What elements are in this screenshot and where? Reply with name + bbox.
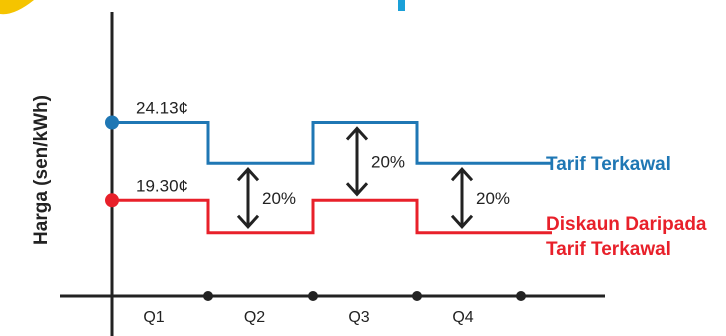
x-tick-dot [308, 291, 318, 301]
series-start-point [105, 115, 119, 130]
x-tick-label: Q1 [143, 309, 164, 326]
series-line [112, 121, 552, 165]
decorative-blue-shape [398, 0, 405, 11]
x-tick-label: Q4 [452, 309, 473, 326]
x-tick-label: Q2 [244, 309, 265, 326]
difference-arrow [236, 167, 260, 230]
series-line [112, 198, 552, 235]
x-tick-dot [516, 291, 526, 301]
legend-label: Tarif Terkawal [546, 154, 671, 175]
difference-label: 20% [262, 189, 296, 208]
y-axis-label: Harga (sen/kWh) [31, 95, 52, 245]
decorative-yellow-shape [0, 0, 34, 15]
difference-arrow [345, 126, 369, 197]
x-tick-dot [412, 291, 422, 301]
series-start-label: 24.13¢ [136, 99, 188, 118]
series-start-point [105, 193, 119, 208]
legend-label: Diskaun Daripada [546, 214, 707, 235]
x-tick-label: Q3 [348, 309, 369, 326]
difference-label: 20% [476, 189, 510, 208]
series-start-label: 19.30¢ [136, 176, 188, 195]
difference-label: 20% [371, 152, 405, 171]
difference-arrow [450, 167, 474, 230]
x-tick-dot [203, 291, 213, 301]
legend-label: Tarif Terkawal [546, 239, 671, 260]
